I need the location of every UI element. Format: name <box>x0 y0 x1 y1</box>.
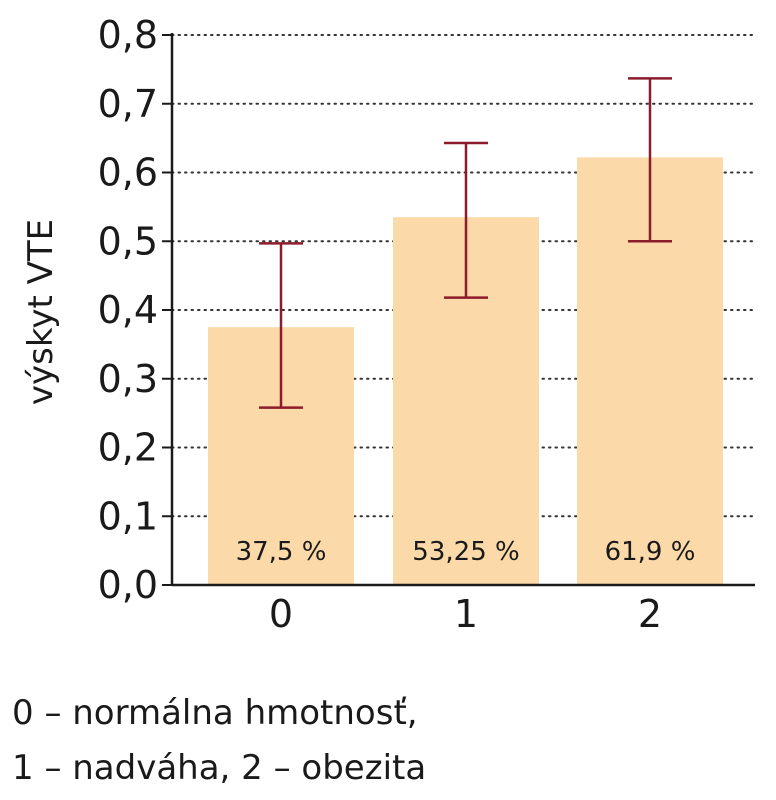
bar-chart: 0,0 0,1 0,2 0,3 0,4 0,5 0,6 0,7 0,8 0 1 2 37,5 % 53,2… <box>21 13 756 636</box>
y-axis-title: výskyt VTE <box>21 219 61 405</box>
axes <box>162 33 755 587</box>
y-tick-label-7: 0,7 <box>98 82 158 126</box>
data-label-1: 53,25 % <box>412 537 519 567</box>
y-tick-label-6: 0,6 <box>98 151 158 195</box>
y-tick-label-5: 0,5 <box>98 219 158 263</box>
caption-line-1: 0 – normálna hmotnosť, <box>12 693 418 733</box>
data-label-2: 61,9 % <box>605 537 696 567</box>
y-tick-label-1: 0,1 <box>98 494 158 538</box>
y-tick-label-2: 0,2 <box>98 426 158 470</box>
x-tick-label-2: 2 <box>638 592 662 636</box>
y-tick-label-3: 0,3 <box>98 357 158 401</box>
y-tick-label-8: 0,8 <box>98 13 158 57</box>
labels: 0,0 0,1 0,2 0,3 0,4 0,5 0,6 0,7 0,8 0 1 2 37,5 % 53,2… <box>98 13 696 636</box>
data-label-0: 37,5 % <box>236 537 327 567</box>
y-tick-label-4: 0,4 <box>98 288 158 332</box>
caption-line-2: 1 – nadváha, 2 – obezita <box>12 748 427 788</box>
x-tick-label-1: 1 <box>454 592 478 636</box>
y-tick-label-0: 0,0 <box>98 563 158 607</box>
x-tick-label-0: 0 <box>269 592 293 636</box>
error-bars <box>259 77 672 409</box>
